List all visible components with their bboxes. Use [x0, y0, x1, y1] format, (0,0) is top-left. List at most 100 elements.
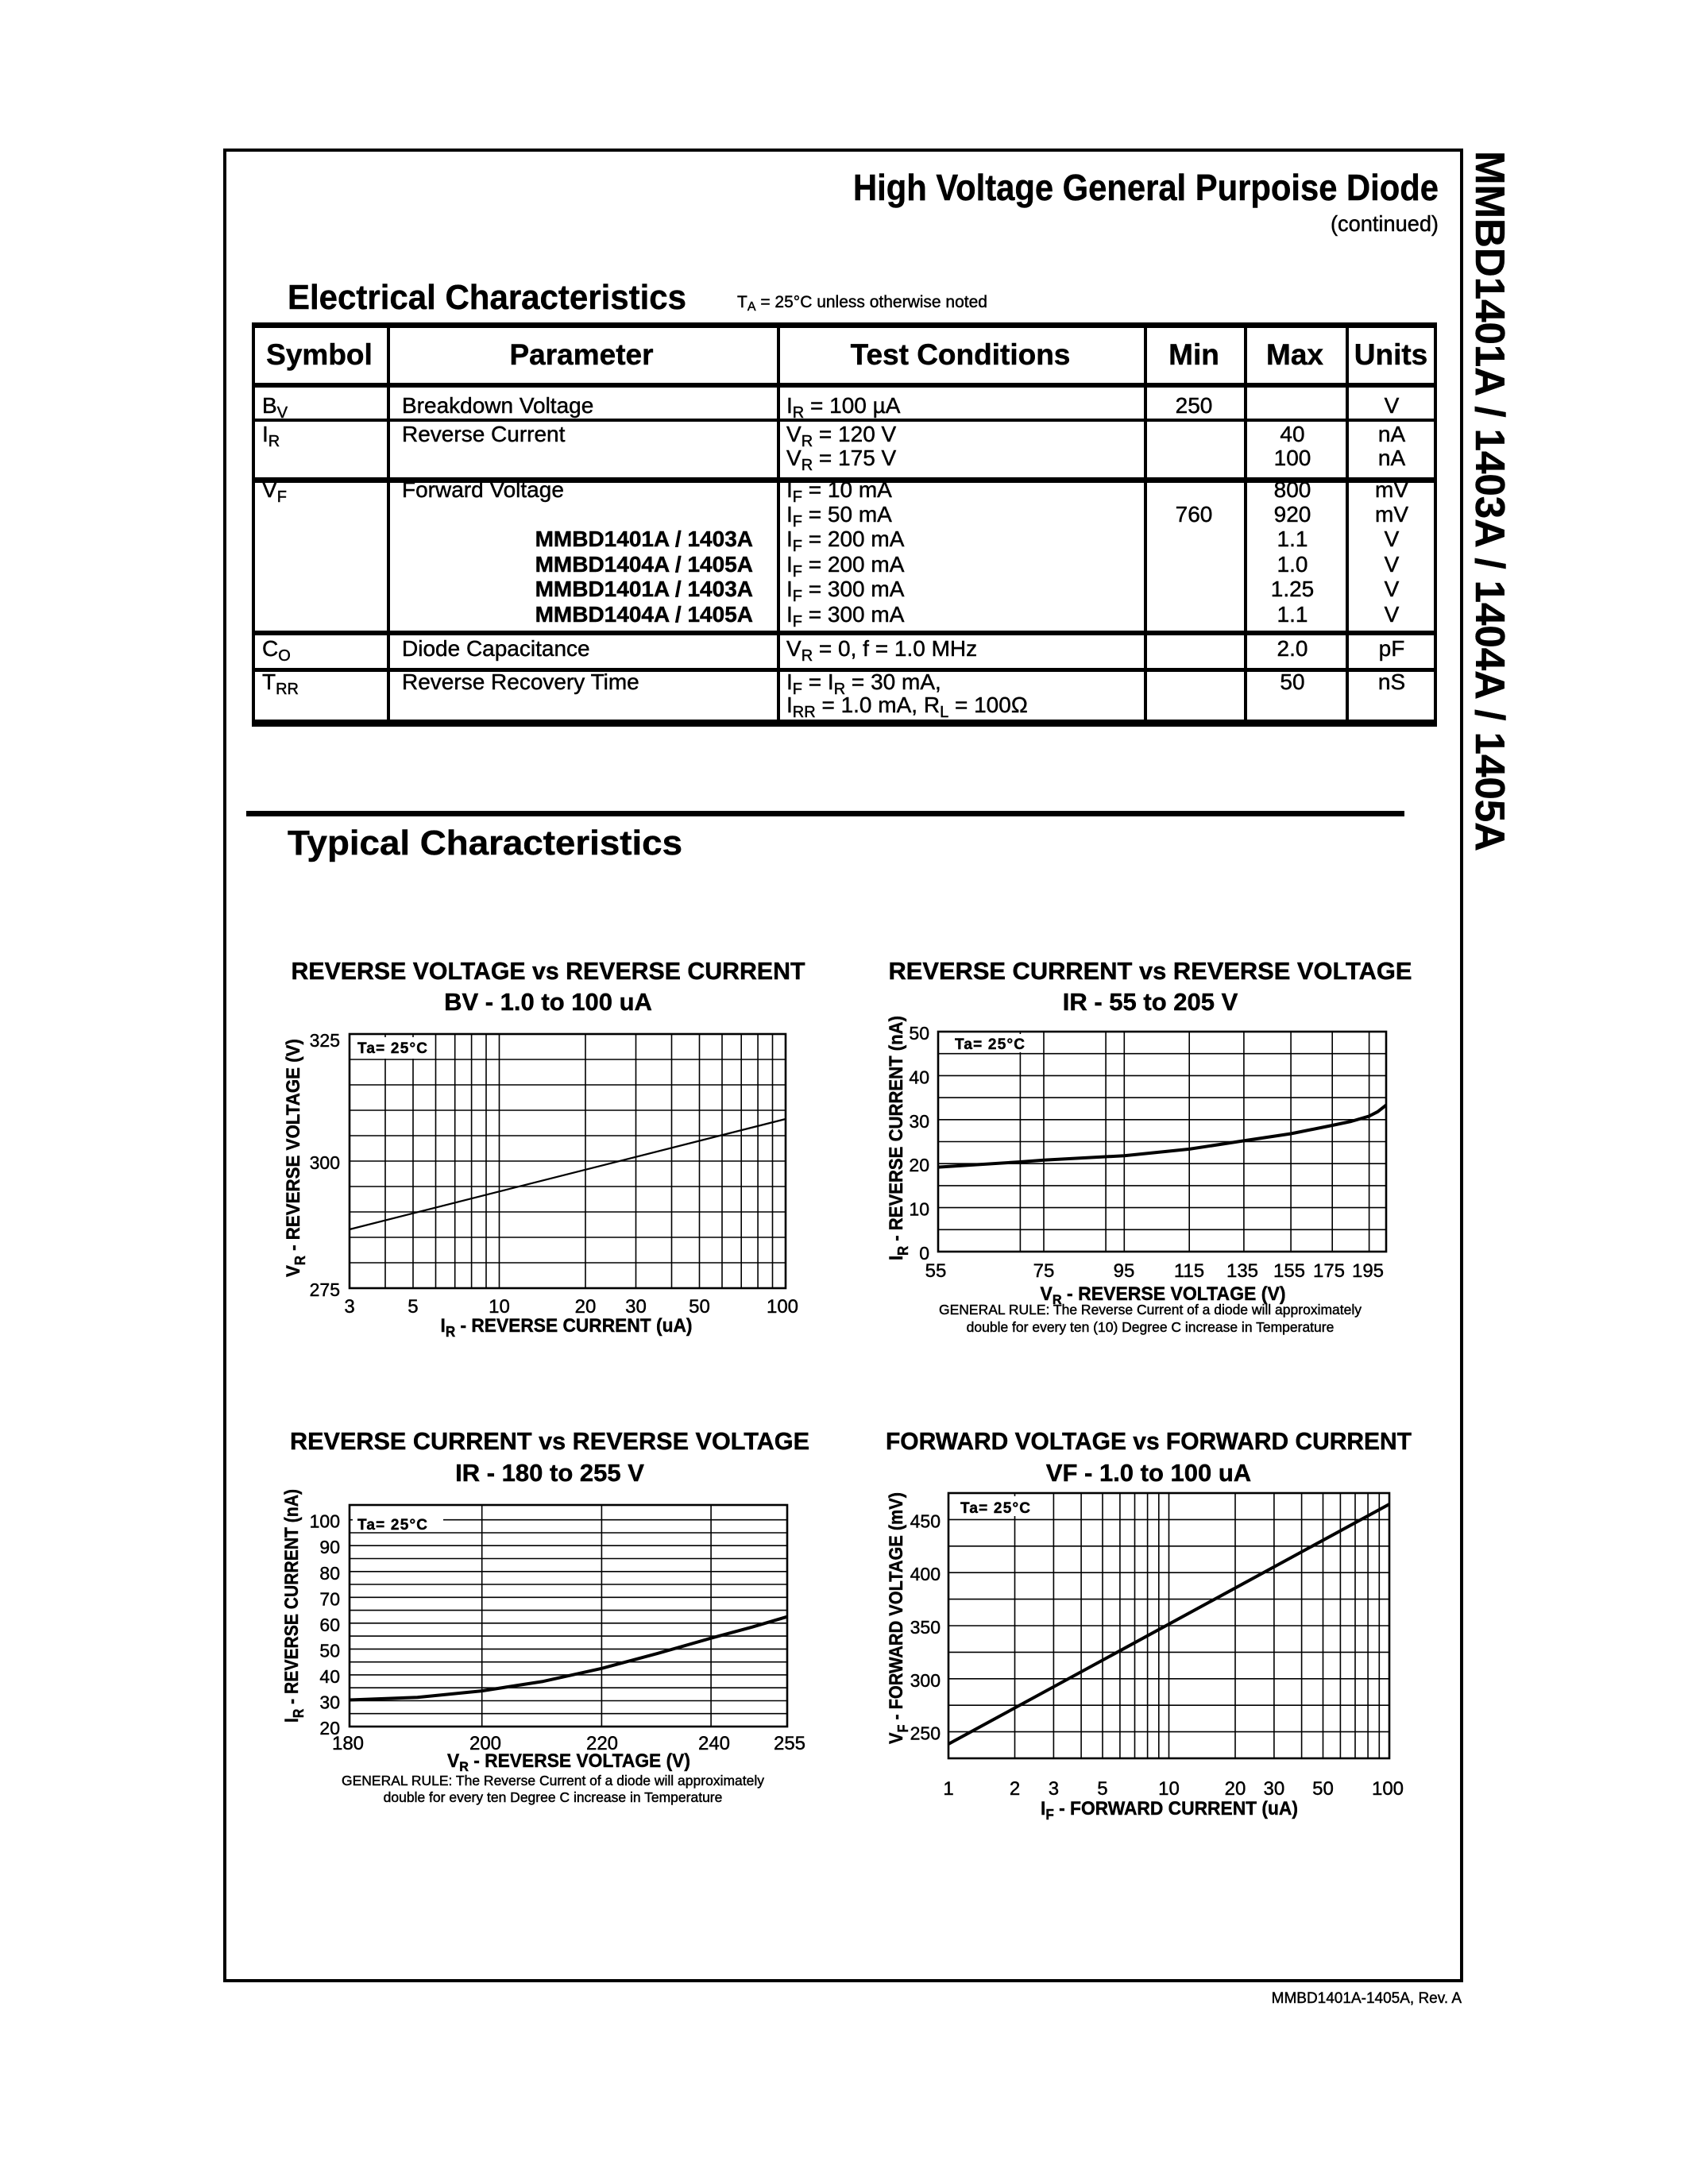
svg-text:55: 55: [925, 1260, 947, 1282]
svg-text:Reverse Recovery Time: Reverse Recovery Time: [402, 669, 639, 694]
svg-text:nA: nA: [1378, 422, 1406, 446]
svg-text:Diode Capacitance: Diode Capacitance: [402, 636, 590, 661]
svg-text:double for every ten Degree C: double for every ten Degree C increase i…: [384, 1789, 723, 1805]
svg-text:Max: Max: [1266, 338, 1323, 371]
svg-text:100: 100: [1274, 446, 1311, 470]
svg-text:V: V: [1385, 552, 1400, 577]
svg-text:IF = 10 mA: IF = 10 mA: [786, 477, 892, 506]
svg-text:2.0: 2.0: [1277, 636, 1308, 661]
svg-text:760: 760: [1176, 502, 1213, 527]
svg-text:IF - FORWARD CURRENT (uA): IF - FORWARD CURRENT (uA): [1041, 1798, 1298, 1823]
svg-text:95: 95: [1114, 1260, 1135, 1282]
svg-text:80: 80: [319, 1563, 340, 1584]
svg-text:nA: nA: [1378, 446, 1406, 470]
svg-text:IF = 200 mA: IF = 200 mA: [786, 527, 905, 555]
svg-text:V: V: [1385, 602, 1400, 627]
svg-text:BV - 1.0 to 100 uA: BV - 1.0 to 100 uA: [444, 988, 652, 1016]
svg-text:IF = 300 mA: IF = 300 mA: [786, 577, 905, 605]
svg-text:0: 0: [919, 1243, 929, 1264]
svg-text:180: 180: [332, 1733, 364, 1754]
svg-text:30: 30: [1264, 1778, 1285, 1800]
svg-text:IF = 50 mA: IF = 50 mA: [786, 502, 892, 531]
svg-text:FORWARD VOLTAGE vs FORWARD CUR: FORWARD VOLTAGE vs FORWARD CURRENT: [886, 1427, 1412, 1455]
svg-text:IR - 55 to 205 V: IR - 55 to 205 V: [1063, 988, 1238, 1016]
svg-text:mV: mV: [1375, 502, 1408, 527]
svg-text:V: V: [1385, 577, 1400, 601]
svg-text:Reverse Current: Reverse Current: [402, 422, 566, 446]
svg-text:IR = 100 µA: IR = 100 µA: [786, 393, 901, 422]
svg-text:Ta= 25°C: Ta= 25°C: [955, 1036, 1025, 1053]
svg-text:20: 20: [1225, 1778, 1246, 1800]
svg-text:5: 5: [1097, 1778, 1107, 1800]
svg-text:BV: BV: [262, 393, 288, 422]
svg-text:MMBD1401A / 1403A / 1404A / 14: MMBD1401A / 1403A / 1404A / 1405A: [1466, 151, 1512, 851]
svg-text:REVERSE VOLTAGE vs REVERSE CUR: REVERSE VOLTAGE vs REVERSE CURRENT: [292, 957, 805, 985]
svg-text:MMBD1401A / 1403A: MMBD1401A / 1403A: [535, 527, 753, 551]
svg-text:Ta= 25°C: Ta= 25°C: [357, 1517, 427, 1534]
svg-text:IF = IR = 30 mA,: IF = IR = 30 mA,: [786, 669, 941, 698]
svg-text:Ta= 25°C: Ta= 25°C: [960, 1500, 1030, 1517]
svg-text:1: 1: [943, 1778, 953, 1800]
svg-text:40: 40: [319, 1666, 340, 1687]
svg-text:mV: mV: [1375, 477, 1408, 502]
svg-text:155: 155: [1273, 1260, 1305, 1282]
svg-text:920: 920: [1274, 502, 1311, 527]
svg-text:VR = 175 V: VR = 175 V: [786, 446, 897, 474]
svg-text:135: 135: [1226, 1260, 1258, 1282]
svg-text:10: 10: [489, 1296, 510, 1318]
svg-text:70: 70: [319, 1588, 340, 1609]
svg-text:50: 50: [909, 1023, 929, 1044]
svg-text:nS: nS: [1378, 669, 1405, 694]
svg-text:1.0: 1.0: [1277, 552, 1308, 577]
svg-text:Ta= 25°C: Ta= 25°C: [357, 1040, 427, 1057]
svg-text:50: 50: [1280, 669, 1304, 694]
svg-text:1.1: 1.1: [1277, 527, 1308, 551]
svg-text:CO: CO: [262, 636, 291, 665]
svg-text:30: 30: [909, 1111, 929, 1132]
svg-text:1.1: 1.1: [1277, 602, 1308, 627]
svg-text:Breakdown Voltage: Breakdown Voltage: [402, 393, 593, 418]
svg-text:350: 350: [910, 1617, 941, 1638]
svg-text:220: 220: [586, 1733, 618, 1754]
svg-text:GENERAL RULE: The Reverse Curr: GENERAL RULE: The Reverse Current of a d…: [939, 1302, 1362, 1318]
svg-text:Symbol: Symbol: [266, 338, 373, 371]
svg-text:IF = 200 mA: IF = 200 mA: [786, 552, 905, 581]
svg-text:High Voltage General Purpoise: High Voltage General Purpoise Diode: [853, 167, 1439, 208]
svg-text:115: 115: [1174, 1260, 1204, 1282]
svg-text:VF - FORWARD VOLTAGE (mV): VF - FORWARD VOLTAGE (mV): [886, 1492, 911, 1744]
svg-text:MMBD1401A / 1403A: MMBD1401A / 1403A: [535, 577, 753, 601]
svg-text:(continued): (continued): [1331, 211, 1439, 236]
svg-text:MMBD1404A / 1405A: MMBD1404A / 1405A: [535, 552, 753, 577]
svg-text:Min: Min: [1168, 338, 1219, 371]
svg-text:IR - REVERSE CURRENT (nA): IR - REVERSE CURRENT (nA): [886, 1016, 911, 1260]
svg-text:double for every ten (10) Degr: double for every ten (10) Degree C incre…: [967, 1319, 1335, 1335]
svg-text:IRR = 1.0 mA, RL = 100Ω: IRR = 1.0 mA, RL = 100Ω: [786, 693, 1028, 721]
svg-text:REVERSE CURRENT vs REVERSE VOL: REVERSE CURRENT vs REVERSE VOLTAGE: [290, 1427, 809, 1455]
svg-text:IR - REVERSE CURRENT (nA): IR - REVERSE CURRENT (nA): [281, 1489, 307, 1723]
svg-text:300: 300: [310, 1152, 340, 1173]
svg-text:VF: VF: [262, 477, 287, 506]
svg-text:240: 240: [698, 1733, 730, 1754]
svg-text:275: 275: [310, 1279, 340, 1300]
svg-text:100: 100: [310, 1511, 340, 1532]
svg-text:40: 40: [909, 1067, 929, 1087]
svg-text:30: 30: [319, 1692, 340, 1712]
svg-text:3: 3: [344, 1296, 354, 1318]
svg-text:IR - REVERSE CURRENT (uA): IR - REVERSE CURRENT (uA): [441, 1315, 693, 1340]
svg-text:V: V: [1385, 527, 1400, 551]
svg-text:TA = 25°C unless otherwise not: TA = 25°C unless otherwise noted: [737, 293, 987, 314]
svg-text:VF - 1.0 to 100 uA: VF - 1.0 to 100 uA: [1046, 1459, 1251, 1487]
svg-text:IR - 180 to 255 V: IR - 180 to 255 V: [455, 1459, 644, 1487]
svg-text:50: 50: [689, 1296, 710, 1318]
svg-text:195: 195: [1352, 1260, 1384, 1282]
svg-text:800: 800: [1274, 477, 1311, 502]
svg-text:IF = 300 mA: IF = 300 mA: [786, 602, 905, 631]
svg-text:GENERAL RULE: The Reverse Curr: GENERAL RULE: The Reverse Current of a d…: [342, 1773, 764, 1788]
svg-text:60: 60: [319, 1615, 340, 1635]
svg-text:30: 30: [625, 1296, 647, 1318]
svg-text:Test Conditions: Test Conditions: [851, 338, 1071, 371]
svg-text:50: 50: [319, 1640, 340, 1661]
svg-text:175: 175: [1313, 1260, 1345, 1282]
svg-text:450: 450: [910, 1511, 941, 1531]
svg-text:5: 5: [408, 1296, 418, 1318]
